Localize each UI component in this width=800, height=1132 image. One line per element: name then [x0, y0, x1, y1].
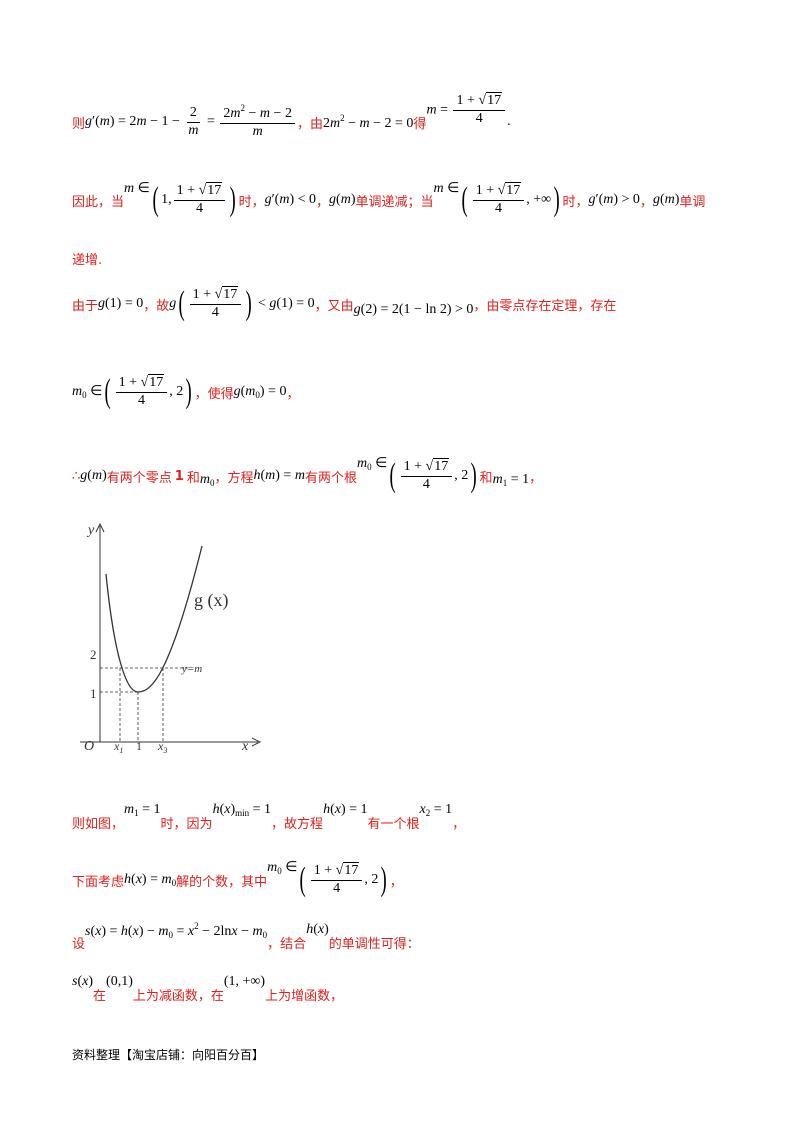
footer-source: 资料整理【淘宝店铺：向阳百分百】: [72, 1048, 265, 1062]
formula-root: m = 1 + √17 4: [426, 91, 507, 126]
text-shi-2: 时，: [562, 194, 589, 210]
formula-g2: g(2) = 2(1 − ln 2) > 0: [353, 302, 474, 317]
line-m0-exists: m0 ∈(1 + √17 4, 2) ，使得 g(m0) = 0 ，: [72, 368, 740, 416]
formula-gprime-pos: g′(m) > 0: [588, 192, 640, 207]
text-he-2: 和: [479, 470, 493, 486]
text-two-zeros: 有两个零点: [106, 470, 172, 486]
formula-g1: g(1) = 0: [98, 296, 144, 311]
text-decreasing-func: 上为减函数，在: [132, 988, 224, 1004]
text-increasing-func: 上为增函数，: [265, 988, 344, 1004]
x-label: x: [241, 739, 249, 754]
function-graph: y x O g (x) y=m 2 1 x1 1 x3: [80, 522, 262, 755]
formula-gm0: g(m0) = 0: [233, 384, 287, 400]
formula-hx-m0: h(x) = m0: [124, 872, 177, 888]
line-as-shown: 则如图， m1 = 1 时，因为 h(x)min = 1 ，故方程 h(x) =…: [72, 802, 740, 842]
formula-interval-1: (1, 1 + √17 4): [152, 181, 237, 218]
text-he-1: 和: [186, 470, 200, 486]
formula-x2: x2 = 1: [419, 802, 453, 818]
text-ruotu: 则如图，: [72, 816, 125, 832]
text-gufangcheng: ，故方程: [271, 816, 324, 832]
curve-label: g (x): [194, 590, 229, 611]
formula-gm-1: g(m): [329, 192, 356, 207]
origin-label: O: [84, 739, 94, 754]
formula-interval-01: (0,1): [106, 974, 133, 989]
line-monotonic: 因此，当 m ∈ (1, 1 + √17 4) 时， g′(m) < 0 ， g(m…: [72, 176, 740, 224]
formula-m0-in: m0 ∈(1 + √17 4, 2): [72, 373, 193, 410]
text-comma-6: ，: [389, 874, 403, 890]
formula-m1: m1 = 1: [492, 472, 530, 488]
text-one: 1: [174, 468, 184, 484]
text-yinci: 因此，当: [72, 194, 125, 210]
formula-sx: s(x) = h(x) − m0 = x2 − 2lnx − m0: [85, 920, 268, 940]
formula-s-of-x: s(x): [72, 974, 94, 989]
text-comma-1: ，: [316, 194, 330, 210]
formula-gprime-neg: g′(m) < 0: [264, 192, 317, 207]
line-define-s: 设 s(x) = h(x) − m0 = x2 − 2lnx − m0 ，结合 …: [72, 920, 740, 960]
text-jiegeshu: 解的个数，其中: [176, 874, 268, 890]
tick-x1: x1: [113, 739, 123, 755]
formula-gm-3: g(m): [80, 468, 107, 483]
text-monotonicity: 的单调性可得：: [328, 936, 420, 952]
therefore-symbol: ∴: [72, 468, 81, 484]
x-axis-arrow: [251, 737, 262, 747]
text-zai-1: 在: [93, 988, 107, 1004]
formula-m0-in-3: m0 ∈(1 + √17 4, 2): [267, 860, 388, 898]
text-she: 设: [72, 936, 86, 952]
text-gu: ，故: [143, 298, 170, 314]
text-dandiao: 单调: [679, 194, 706, 210]
text-comma-4: ，: [529, 470, 543, 486]
tick-y1: 1: [90, 686, 97, 701]
formula-m0: m0: [199, 472, 215, 488]
text-youyu: 由于: [72, 298, 99, 314]
period: .: [507, 114, 511, 129]
formula-interval-2: (1 + √17 4, +∞): [461, 181, 560, 218]
text-kaolv: 下面考虑: [72, 874, 125, 890]
text-comma-5: ，: [452, 816, 466, 832]
line-zero-theorem: 由于 g(1) = 0 ，故 g(1 + √17 4) < g(1) = 0 ，又…: [72, 280, 740, 328]
formula-equation: 2m2 − m − 2 = 0: [322, 112, 414, 131]
tick-y2: 2: [90, 647, 97, 662]
tick-1: 1: [136, 739, 142, 753]
formula-m1-eq: m1 = 1: [124, 802, 161, 818]
text-two-roots: 有两个根: [304, 470, 357, 486]
text-shi-1: 时，: [238, 194, 265, 210]
formula-m-in-1: m ∈: [124, 180, 150, 196]
text-de: 得: [413, 116, 427, 132]
text-comma-2: ，: [639, 194, 653, 210]
tick-x3: x3: [157, 739, 167, 755]
formula-g-root-neg: g(1 + √17 4) < g(1) = 0: [169, 285, 315, 322]
formula-hm: h(m) = m: [253, 468, 305, 483]
text-yinwei: 时，因为: [160, 816, 213, 832]
formula-hx-2: h(x): [306, 922, 329, 937]
text-fangcheng: ，方程: [214, 470, 254, 486]
text-youyou: ，又由: [314, 298, 354, 314]
text-ze: 则: [72, 116, 86, 132]
text-jiehe: ，结合: [267, 936, 307, 952]
line-s-monotonic: s(x) 在 (0,1) 上为减函数，在 (1, +∞) 上为增函数，: [72, 974, 740, 1012]
text-shide: ，使得: [194, 386, 234, 402]
text-theorem: ，由零点存在定理，存在: [473, 298, 617, 314]
formula-m0-in-2: m0 ∈(1 + √17 4, 2): [356, 456, 477, 494]
y-label: y: [86, 523, 95, 538]
formula-gm-2: g(m): [652, 192, 680, 207]
text-decreasing: 单调递减；当: [355, 194, 434, 210]
text-comma-3: ，: [286, 386, 300, 402]
curve-g: [105, 545, 203, 693]
text-you: ，由: [296, 116, 323, 132]
formula-interval-1inf: (1, +∞): [223, 974, 266, 989]
formula-hmin: h(x)min = 1: [212, 802, 272, 818]
line-label: y=m: [181, 663, 202, 675]
text-one-root: 有一个根: [367, 816, 420, 832]
line-consider: 下面考虑 h(x) = m0 解的个数，其中 m0 ∈(1 + √17 4, 2)…: [72, 856, 740, 904]
y-axis-arrow: [95, 522, 105, 533]
line-conclusion: ∴ g(m) 有两个零点 1 和 m0 ，方程 h(m) = m 有两个根 m0…: [72, 452, 740, 500]
formula-m-in-2: m ∈: [433, 180, 460, 196]
text-dizeng: 递增.: [72, 252, 103, 268]
line-increasing: 递增.: [72, 248, 740, 268]
formula-hx-1: h(x) = 1: [323, 802, 368, 817]
